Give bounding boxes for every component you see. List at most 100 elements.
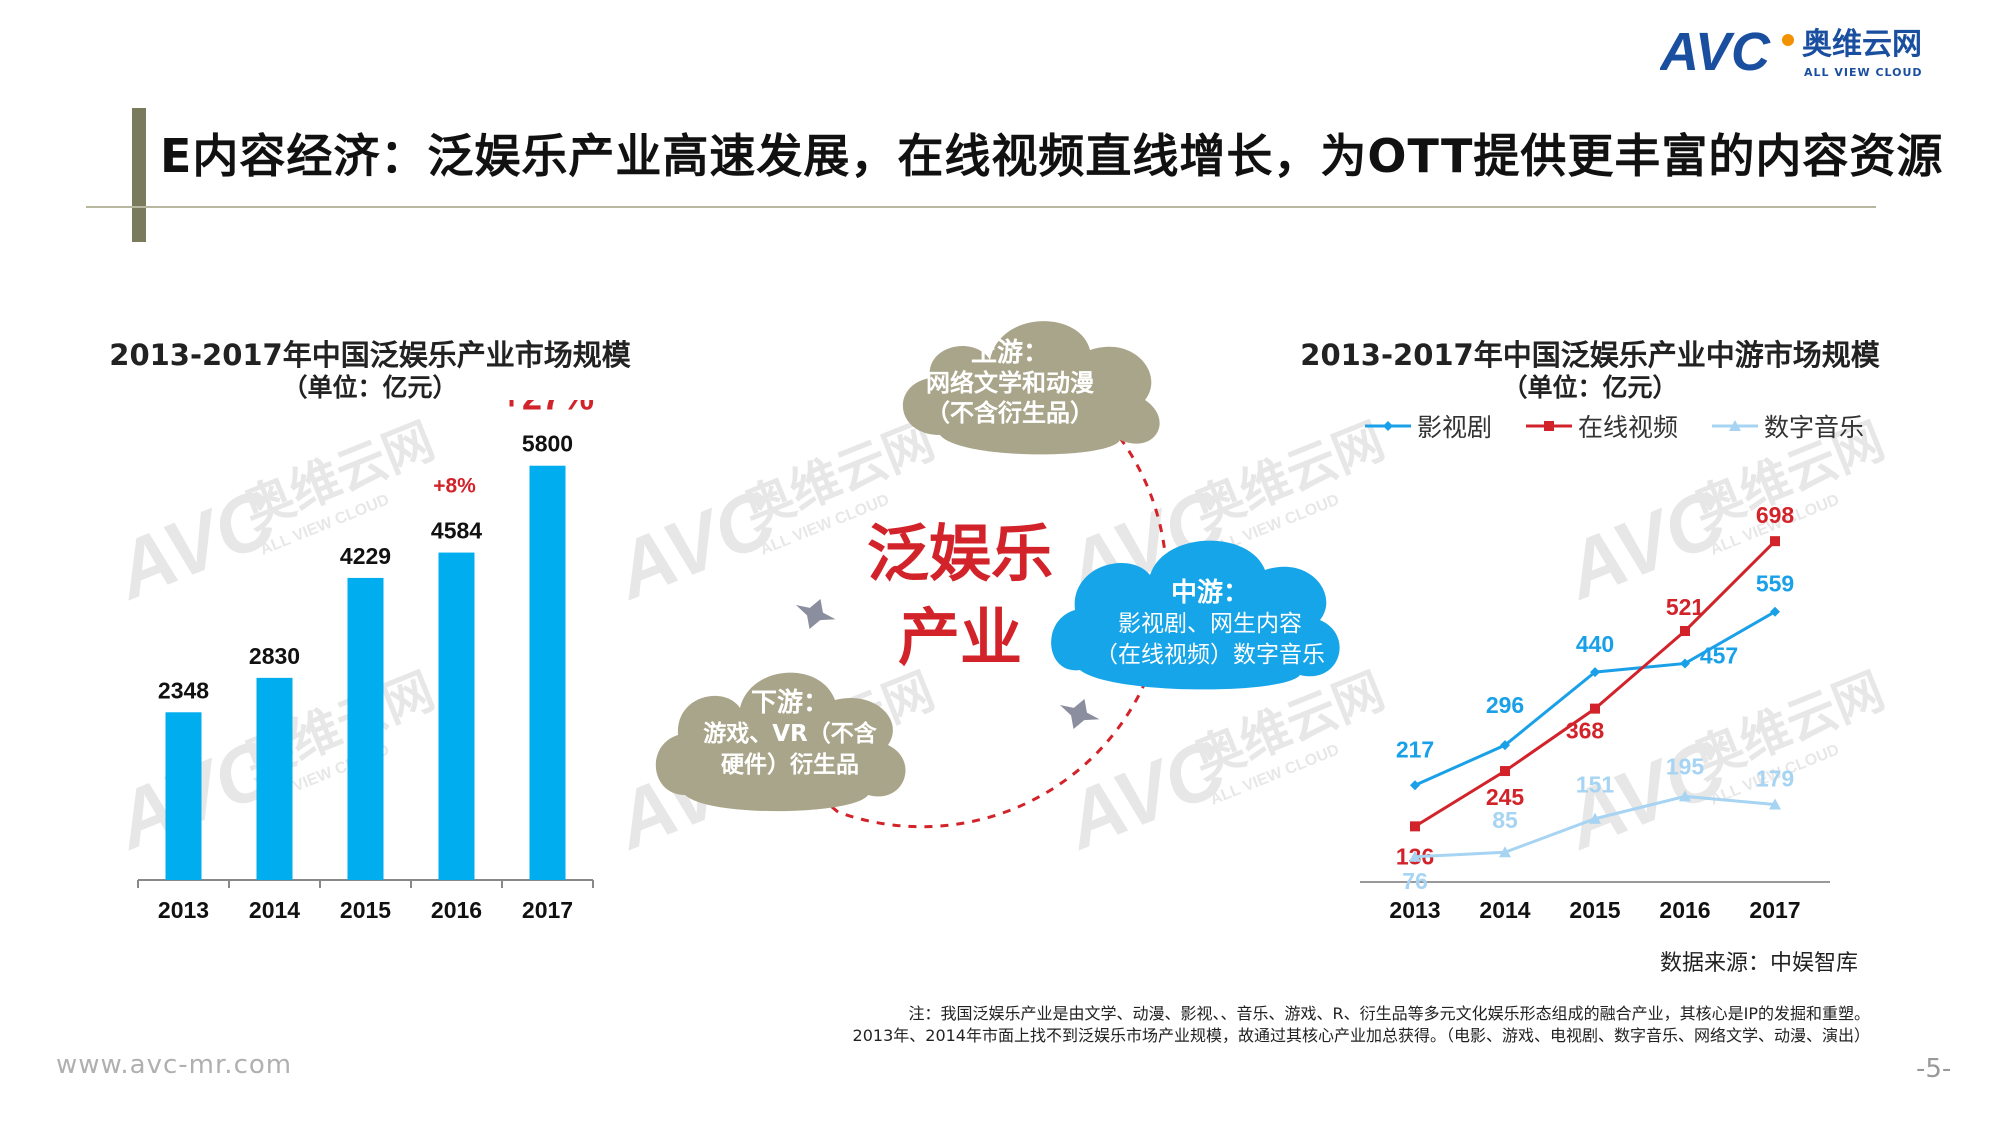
bar-2014 <box>256 677 293 880</box>
upstream-line3: （不含衍生品） <box>926 399 1094 427</box>
center-title-line1: 泛娱乐 <box>866 517 1053 590</box>
point-video-2017 <box>1770 606 1780 617</box>
point-video-2015 <box>1590 667 1600 678</box>
logo-en: ALL VIEW CLOUD <box>1804 66 1923 79</box>
point-music-2015 <box>1589 812 1601 824</box>
bar-value-label-2016: 4584 <box>431 518 482 544</box>
bar-x-label-2014: 2014 <box>249 897 300 923</box>
legend-item-video: 影视剧 <box>1365 408 1492 444</box>
website-url: www.avc-mr.com <box>56 1050 293 1080</box>
value-label-music-2013: 76 <box>1402 868 1428 894</box>
point-music-2013 <box>1409 850 1421 862</box>
downstream-label: 下游： 游戏、VR（不含 硬件）衍生品 <box>665 688 915 781</box>
center-title: 泛娱乐 产业 <box>860 512 1060 680</box>
point-video-2013 <box>1410 780 1420 791</box>
bar-x-label-2013: 2013 <box>158 897 209 923</box>
value-label-online-2014: 245 <box>1486 784 1525 810</box>
legend-item-music: 数字音乐 <box>1712 408 1864 444</box>
point-online-2015 <box>1590 703 1600 714</box>
value-label-online-2015: 368 <box>1566 718 1605 744</box>
sparkle-icon <box>1059 698 1100 730</box>
point-video-2014 <box>1500 740 1510 751</box>
value-label-video-2013: 217 <box>1396 736 1434 762</box>
bar-chart: 2348 2013 2830 2014 4229 2015 4584 2016 5800 2017… <box>137 400 594 923</box>
growth-annotation-2017: +27% <box>501 400 594 418</box>
downstream-cloud <box>655 672 906 812</box>
value-label-music-2015: 151 <box>1576 772 1615 798</box>
bar-value-label-2014: 2830 <box>249 643 300 669</box>
bar-2013 <box>165 712 202 880</box>
upstream-heading: 上游： <box>970 338 1049 368</box>
bar-chart-title: 2013-2017年中国泛娱乐产业市场规模 <box>109 338 631 372</box>
bar-value-label-2015: 4229 <box>340 543 391 569</box>
point-online-2016 <box>1680 625 1690 636</box>
line-chart: 2013201420152016201721729644045755913624… <box>1360 502 1830 923</box>
point-music-2017 <box>1769 798 1781 810</box>
line-x-label-2016: 2016 <box>1659 897 1710 923</box>
value-label-music-2014: 85 <box>1492 807 1518 833</box>
value-label-video-2015: 440 <box>1576 631 1614 657</box>
legend-label-online: 在线视频 <box>1578 413 1679 442</box>
line-x-label-2014: 2014 <box>1479 897 1530 923</box>
bar-2017 <box>529 465 566 880</box>
value-label-video-2016: 457 <box>1700 642 1738 668</box>
bar-value-label-2017: 5800 <box>522 431 573 457</box>
upstream-label: 上游： 网络文学和动漫 （不含衍生品） <box>870 338 1150 428</box>
value-label-online-2017: 698 <box>1756 502 1795 528</box>
value-label-online-2016: 521 <box>1666 594 1705 620</box>
point-video-2016 <box>1680 658 1690 669</box>
growth-annotation-2016: +8% <box>433 475 476 498</box>
logo-text: AVC <box>1660 22 1771 82</box>
point-online-2013 <box>1410 821 1420 832</box>
bar-x-label-2015: 2015 <box>340 897 391 923</box>
legend-label-music: 数字音乐 <box>1764 413 1865 442</box>
cycle-arc-right <box>837 424 1169 829</box>
line-x-label-2013: 2013 <box>1389 897 1440 923</box>
title-divider <box>86 206 1876 208</box>
avc-logo: AVC 奥维云网 ALL VIEW CLOUD <box>1660 22 1923 82</box>
point-music-2016 <box>1679 790 1691 802</box>
downstream-line2: 游戏、VR（不含 <box>703 721 877 747</box>
value-label-music-2016: 195 <box>1666 753 1705 779</box>
line-x-label-2017: 2017 <box>1749 897 1800 923</box>
downstream-heading: 下游： <box>750 688 829 718</box>
value-label-music-2017: 179 <box>1756 766 1794 792</box>
bar-x-label-2016: 2016 <box>431 897 482 923</box>
page-title: E内容经济：泛娱乐产业高速发展，在线视频直线增长，为OTT提供更丰富的内容资源 <box>160 129 1944 183</box>
value-label-video-2017: 559 <box>1756 571 1794 597</box>
industry-chain-diagram <box>655 321 1340 829</box>
line-chart-subtitle: （单位：亿元） <box>1502 373 1678 402</box>
bar-x-label-2017: 2017 <box>522 897 573 923</box>
upstream-line2: 网络文学和动漫 <box>926 369 1094 397</box>
legend-item-online: 在线视频 <box>1526 408 1678 444</box>
logo-cn: 奥维云网 <box>1802 27 1922 62</box>
sparkle-icon <box>795 598 836 630</box>
point-online-2014 <box>1500 766 1510 777</box>
footnote-line2: 2013年、2014年市面上找不到泛娱乐市场产业规模，故通过其核心产业加总获得。… <box>852 1026 1870 1045</box>
legend-swatch-video <box>1365 421 1411 431</box>
line-x-label-2015: 2015 <box>1569 897 1620 923</box>
bar-chart-subtitle: （单位：亿元） <box>282 373 458 402</box>
legend-swatch-music <box>1712 420 1759 431</box>
value-label-video-2014: 296 <box>1486 692 1524 718</box>
upstream-cloud <box>902 321 1160 455</box>
logo-dot-icon <box>1782 34 1794 46</box>
downstream-line3: 硬件）衍生品 <box>721 752 859 778</box>
footnote-line1: 注：我国泛娱乐产业是由文学、动漫、影视、、音乐、游戏、R、衍生品等多元文化娱乐形… <box>908 1004 1871 1023</box>
series-line-music <box>1414 794 1776 859</box>
title-accent-bar <box>132 108 146 242</box>
midstream-cloud <box>1051 540 1340 690</box>
point-music-2014 <box>1499 846 1511 858</box>
midstream-line3: （在线视频）数字音乐 <box>1095 642 1325 668</box>
bar-value-label-2013: 2348 <box>158 677 209 703</box>
page-number: -5- <box>1916 1054 1952 1084</box>
midstream-heading: 中游： <box>1170 578 1249 608</box>
point-online-2017 <box>1770 536 1780 547</box>
line-chart-legend: 影视剧 在线视频 数字音乐 <box>1365 408 1864 444</box>
legend-swatch-online <box>1526 421 1573 431</box>
legend-label-video: 影视剧 <box>1417 413 1493 442</box>
bar-2015 <box>347 577 384 880</box>
data-source: 数据来源：中娱智库 <box>1660 951 1859 976</box>
line-chart-title: 2013-2017年中国泛娱乐产业中游市场规模 <box>1300 338 1880 372</box>
midstream-line2: 影视剧、网生内容 <box>1118 611 1302 637</box>
